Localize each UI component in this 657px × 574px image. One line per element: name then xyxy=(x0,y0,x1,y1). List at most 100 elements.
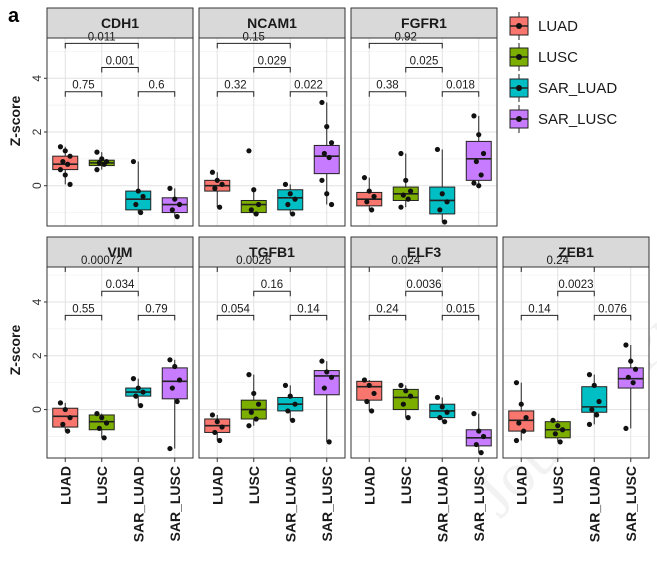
legend: LUAD LUSC SAR_LUAD SAR_LUSC xyxy=(509,12,617,133)
data-point xyxy=(513,380,520,386)
p-value-label: 0.0036 xyxy=(406,279,441,291)
box-sar-luad xyxy=(429,146,456,225)
data-point xyxy=(632,366,639,372)
comparison-bracket: 0.0036 xyxy=(405,279,443,297)
y-tick-label: 0 xyxy=(30,182,44,189)
p-value-label: 0.24 xyxy=(376,303,399,315)
bracket-line xyxy=(368,91,407,97)
comparison-bracket: 0.025 xyxy=(405,56,443,73)
data-point xyxy=(434,394,441,401)
data-point xyxy=(214,419,220,425)
data-point xyxy=(371,193,377,200)
data-point xyxy=(586,421,593,427)
panel-border xyxy=(350,266,498,459)
box-body xyxy=(125,190,152,211)
comparison-bracket: 0.029 xyxy=(253,56,291,73)
panel-border xyxy=(198,266,346,459)
comparison-bracket: 0.015 xyxy=(441,303,480,321)
box-luad xyxy=(204,169,231,210)
legend-key-point xyxy=(516,85,522,91)
data-point xyxy=(328,374,335,380)
legend-key-point xyxy=(516,54,522,60)
data-point xyxy=(246,372,252,378)
bracket-line xyxy=(405,67,443,73)
data-point xyxy=(364,199,370,205)
data-point xyxy=(62,148,68,154)
data-point xyxy=(138,402,144,409)
box-lusc xyxy=(88,149,115,173)
data-point xyxy=(174,214,180,220)
comparison-bracket: 0.14 xyxy=(289,303,328,321)
data-point xyxy=(319,177,325,183)
legend-key-point xyxy=(516,116,522,122)
data-point xyxy=(321,385,327,391)
data-point xyxy=(285,201,291,208)
data-point xyxy=(103,420,110,426)
data-point xyxy=(67,415,73,421)
data-point xyxy=(292,401,298,407)
data-point xyxy=(480,150,487,157)
data-point xyxy=(133,201,139,208)
box-lusc xyxy=(392,150,419,210)
data-point xyxy=(369,207,375,213)
y-tick-label: 2 xyxy=(30,128,44,135)
x-category-label: SAR_LUAD xyxy=(282,466,298,542)
bracket-line xyxy=(64,42,139,49)
data-point xyxy=(364,398,370,405)
data-point xyxy=(557,439,563,445)
box-lusc xyxy=(544,417,571,445)
x-category-label: SAR_LUSC xyxy=(319,466,335,541)
facet-panels: CDH1 0 2 4 0.75 0.6 0.001 0.011 NCAM1 0.32 0.022 0.… xyxy=(30,7,650,542)
data-point xyxy=(366,188,372,194)
p-value-label: 0.92 xyxy=(395,31,417,43)
comparison-bracket: 0.076 xyxy=(593,303,632,321)
data-point xyxy=(96,160,102,166)
x-category-label: SAR_LUSC xyxy=(471,466,487,541)
data-point xyxy=(57,400,64,406)
y-tick-label: 4 xyxy=(30,298,44,305)
data-point xyxy=(478,450,484,456)
legend-item-sar-lusc: SAR_LUSC xyxy=(509,105,617,133)
comparison-bracket: 0.24 xyxy=(368,303,407,321)
data-point xyxy=(480,433,487,440)
bracket-line xyxy=(101,67,139,73)
data-point xyxy=(209,412,216,418)
data-point xyxy=(476,132,482,138)
p-value-label: 0.79 xyxy=(145,303,167,315)
data-point xyxy=(476,428,482,434)
data-point xyxy=(518,401,524,407)
data-point xyxy=(285,408,291,414)
y-axis-label-bottom: Z-score xyxy=(7,325,23,376)
data-point xyxy=(523,415,529,421)
data-point xyxy=(101,161,107,167)
data-point xyxy=(176,201,183,208)
p-value-label: 0.14 xyxy=(297,303,320,315)
data-point xyxy=(398,150,404,157)
bracket-line xyxy=(137,314,176,321)
data-point xyxy=(407,393,414,399)
box-body xyxy=(161,367,188,400)
data-point xyxy=(62,406,68,413)
data-point xyxy=(99,415,105,421)
p-value-label: 0.001 xyxy=(106,56,135,68)
bracket-line xyxy=(368,42,443,49)
data-point xyxy=(521,428,527,434)
data-point xyxy=(57,144,64,150)
legend-label: SAR_LUSC xyxy=(538,111,617,128)
data-point xyxy=(623,425,629,432)
data-point xyxy=(246,423,252,429)
y-tick-label: 4 xyxy=(30,75,44,82)
panel-cdh1: CDH1 0 2 4 0.75 0.6 0.001 0.011 xyxy=(30,7,194,227)
data-point xyxy=(559,427,566,433)
data-point xyxy=(282,181,289,187)
data-point xyxy=(140,389,146,395)
data-point xyxy=(555,423,561,429)
data-point xyxy=(437,415,443,421)
p-value-label: 0.024 xyxy=(391,255,420,267)
data-point xyxy=(444,199,450,205)
data-point xyxy=(589,406,595,413)
data-point xyxy=(591,382,597,388)
bracket-line xyxy=(520,314,559,321)
data-point xyxy=(586,372,593,378)
comparison-bracket: 0.75 xyxy=(64,80,103,97)
